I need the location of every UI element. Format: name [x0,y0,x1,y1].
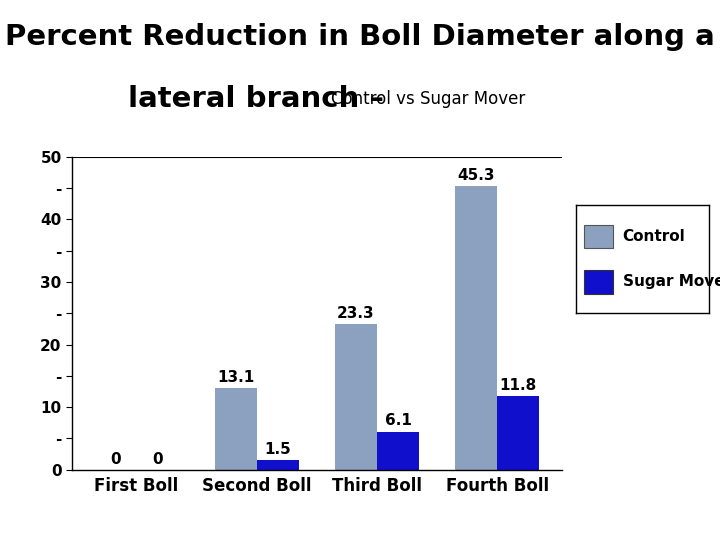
Text: 1.5: 1.5 [264,442,291,457]
Bar [335,324,377,470]
Bar [455,186,498,470]
Bar [256,461,299,470]
Bar [377,431,419,470]
Text: Sugar Mover: Sugar Mover [623,274,720,289]
Bar [498,396,539,470]
Text: 0: 0 [152,451,163,467]
Text: 0: 0 [110,451,121,467]
Text: 11.8: 11.8 [500,378,537,393]
Text: Control: Control [623,229,685,244]
FancyBboxPatch shape [584,270,613,294]
Text: Control vs Sugar Mover: Control vs Sugar Mover [331,90,526,108]
Text: 6.1: 6.1 [384,414,411,428]
Text: 45.3: 45.3 [457,168,495,183]
Text: lateral branch –: lateral branch – [127,85,384,113]
Text: 13.1: 13.1 [217,369,254,384]
Text: Percent Reduction in Boll Diameter along a: Percent Reduction in Boll Diameter along… [5,23,715,51]
Text: 23.3: 23.3 [337,306,374,321]
FancyBboxPatch shape [584,225,613,248]
Bar [215,388,256,470]
